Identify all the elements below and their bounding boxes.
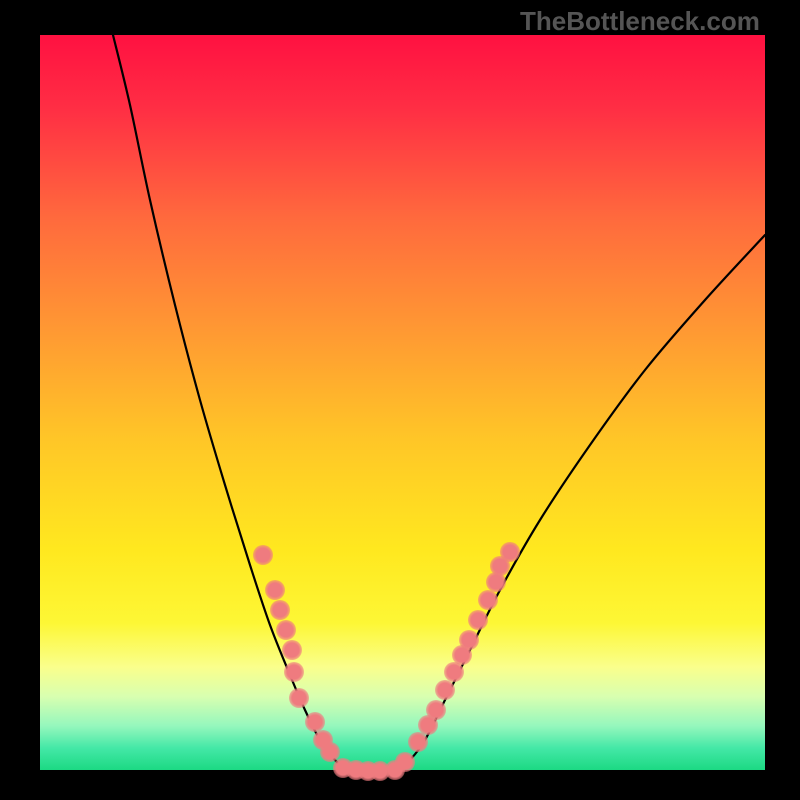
marker-point (459, 630, 479, 650)
marker-point (276, 620, 296, 640)
marker-point (435, 680, 455, 700)
plot-background (40, 35, 765, 770)
watermark-text: TheBottleneck.com (520, 6, 760, 37)
marker-point (289, 688, 309, 708)
marker-point (468, 610, 488, 630)
marker-point (444, 662, 464, 682)
marker-point (270, 600, 290, 620)
marker-point (282, 640, 302, 660)
marker-point (500, 542, 520, 562)
chart-svg (0, 0, 800, 800)
marker-point (408, 732, 428, 752)
marker-point (265, 580, 285, 600)
marker-point (284, 662, 304, 682)
marker-point (305, 712, 325, 732)
chart-canvas: TheBottleneck.com (0, 0, 800, 800)
marker-point (426, 700, 446, 720)
marker-point (253, 545, 273, 565)
marker-point (478, 590, 498, 610)
marker-point (395, 752, 415, 772)
marker-point (320, 742, 340, 762)
